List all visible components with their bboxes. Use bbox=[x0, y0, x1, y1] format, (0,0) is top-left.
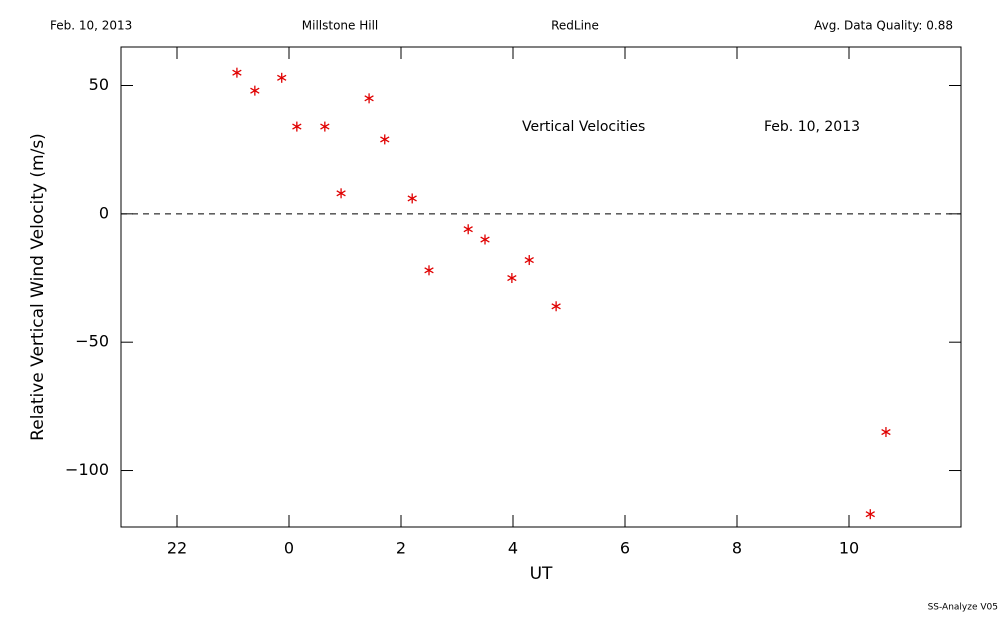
y-tick-label: −50 bbox=[75, 332, 109, 351]
header-date: Feb. 10, 2013 bbox=[50, 19, 132, 33]
point bbox=[277, 72, 287, 83]
x-tick-label: 8 bbox=[732, 539, 742, 558]
point bbox=[507, 273, 517, 284]
point bbox=[380, 134, 390, 145]
point-stroke bbox=[881, 428, 891, 436]
point-stroke bbox=[480, 236, 490, 243]
point-stroke bbox=[336, 190, 346, 197]
point bbox=[336, 188, 346, 199]
point-stroke bbox=[407, 195, 417, 202]
annotation: Vertical Velocities bbox=[522, 119, 645, 135]
point bbox=[320, 121, 330, 132]
x-tick-label: 2 bbox=[396, 539, 406, 558]
point bbox=[463, 224, 473, 235]
point bbox=[232, 67, 242, 78]
y-tick-label: −100 bbox=[65, 460, 109, 479]
footer: SS-Analyze V05 bbox=[928, 603, 998, 613]
point-stroke bbox=[320, 123, 330, 130]
point-stroke bbox=[551, 303, 561, 310]
point-stroke bbox=[277, 74, 287, 81]
header-quality: Avg. Data Quality: 0.88 bbox=[814, 19, 953, 33]
point-stroke bbox=[507, 274, 517, 282]
point-stroke bbox=[232, 69, 242, 76]
point-stroke bbox=[292, 123, 302, 130]
point bbox=[250, 85, 260, 96]
y-axis-label: Relative Vertical Wind Velocity (m/s) bbox=[28, 133, 48, 441]
point-stroke bbox=[463, 226, 473, 233]
annotation: Feb. 10, 2013 bbox=[764, 119, 860, 135]
x-axis-label: UT bbox=[530, 564, 553, 584]
point-stroke bbox=[524, 256, 534, 264]
x-tick-label: 10 bbox=[839, 539, 859, 558]
point-stroke bbox=[364, 95, 374, 102]
point-stroke bbox=[424, 267, 434, 274]
point bbox=[881, 427, 891, 438]
point-stroke bbox=[380, 136, 390, 143]
x-tick-label: 6 bbox=[620, 539, 630, 558]
point-stroke bbox=[250, 87, 260, 94]
point bbox=[551, 301, 561, 312]
point bbox=[480, 234, 490, 245]
point bbox=[292, 121, 302, 132]
point bbox=[407, 193, 417, 204]
header-site: Millstone Hill bbox=[302, 19, 378, 33]
point bbox=[524, 255, 534, 266]
point bbox=[364, 93, 374, 104]
x-tick-label: 0 bbox=[284, 539, 294, 558]
y-tick-label: 0 bbox=[99, 203, 109, 222]
x-tick-label: 4 bbox=[508, 539, 518, 558]
header-line: RedLine bbox=[551, 19, 599, 33]
point-stroke bbox=[865, 511, 875, 518]
point bbox=[424, 265, 434, 276]
x-tick-label: 22 bbox=[167, 539, 187, 558]
y-tick-label: 50 bbox=[89, 75, 109, 94]
point bbox=[865, 509, 875, 520]
plot-frame bbox=[120, 46, 962, 528]
